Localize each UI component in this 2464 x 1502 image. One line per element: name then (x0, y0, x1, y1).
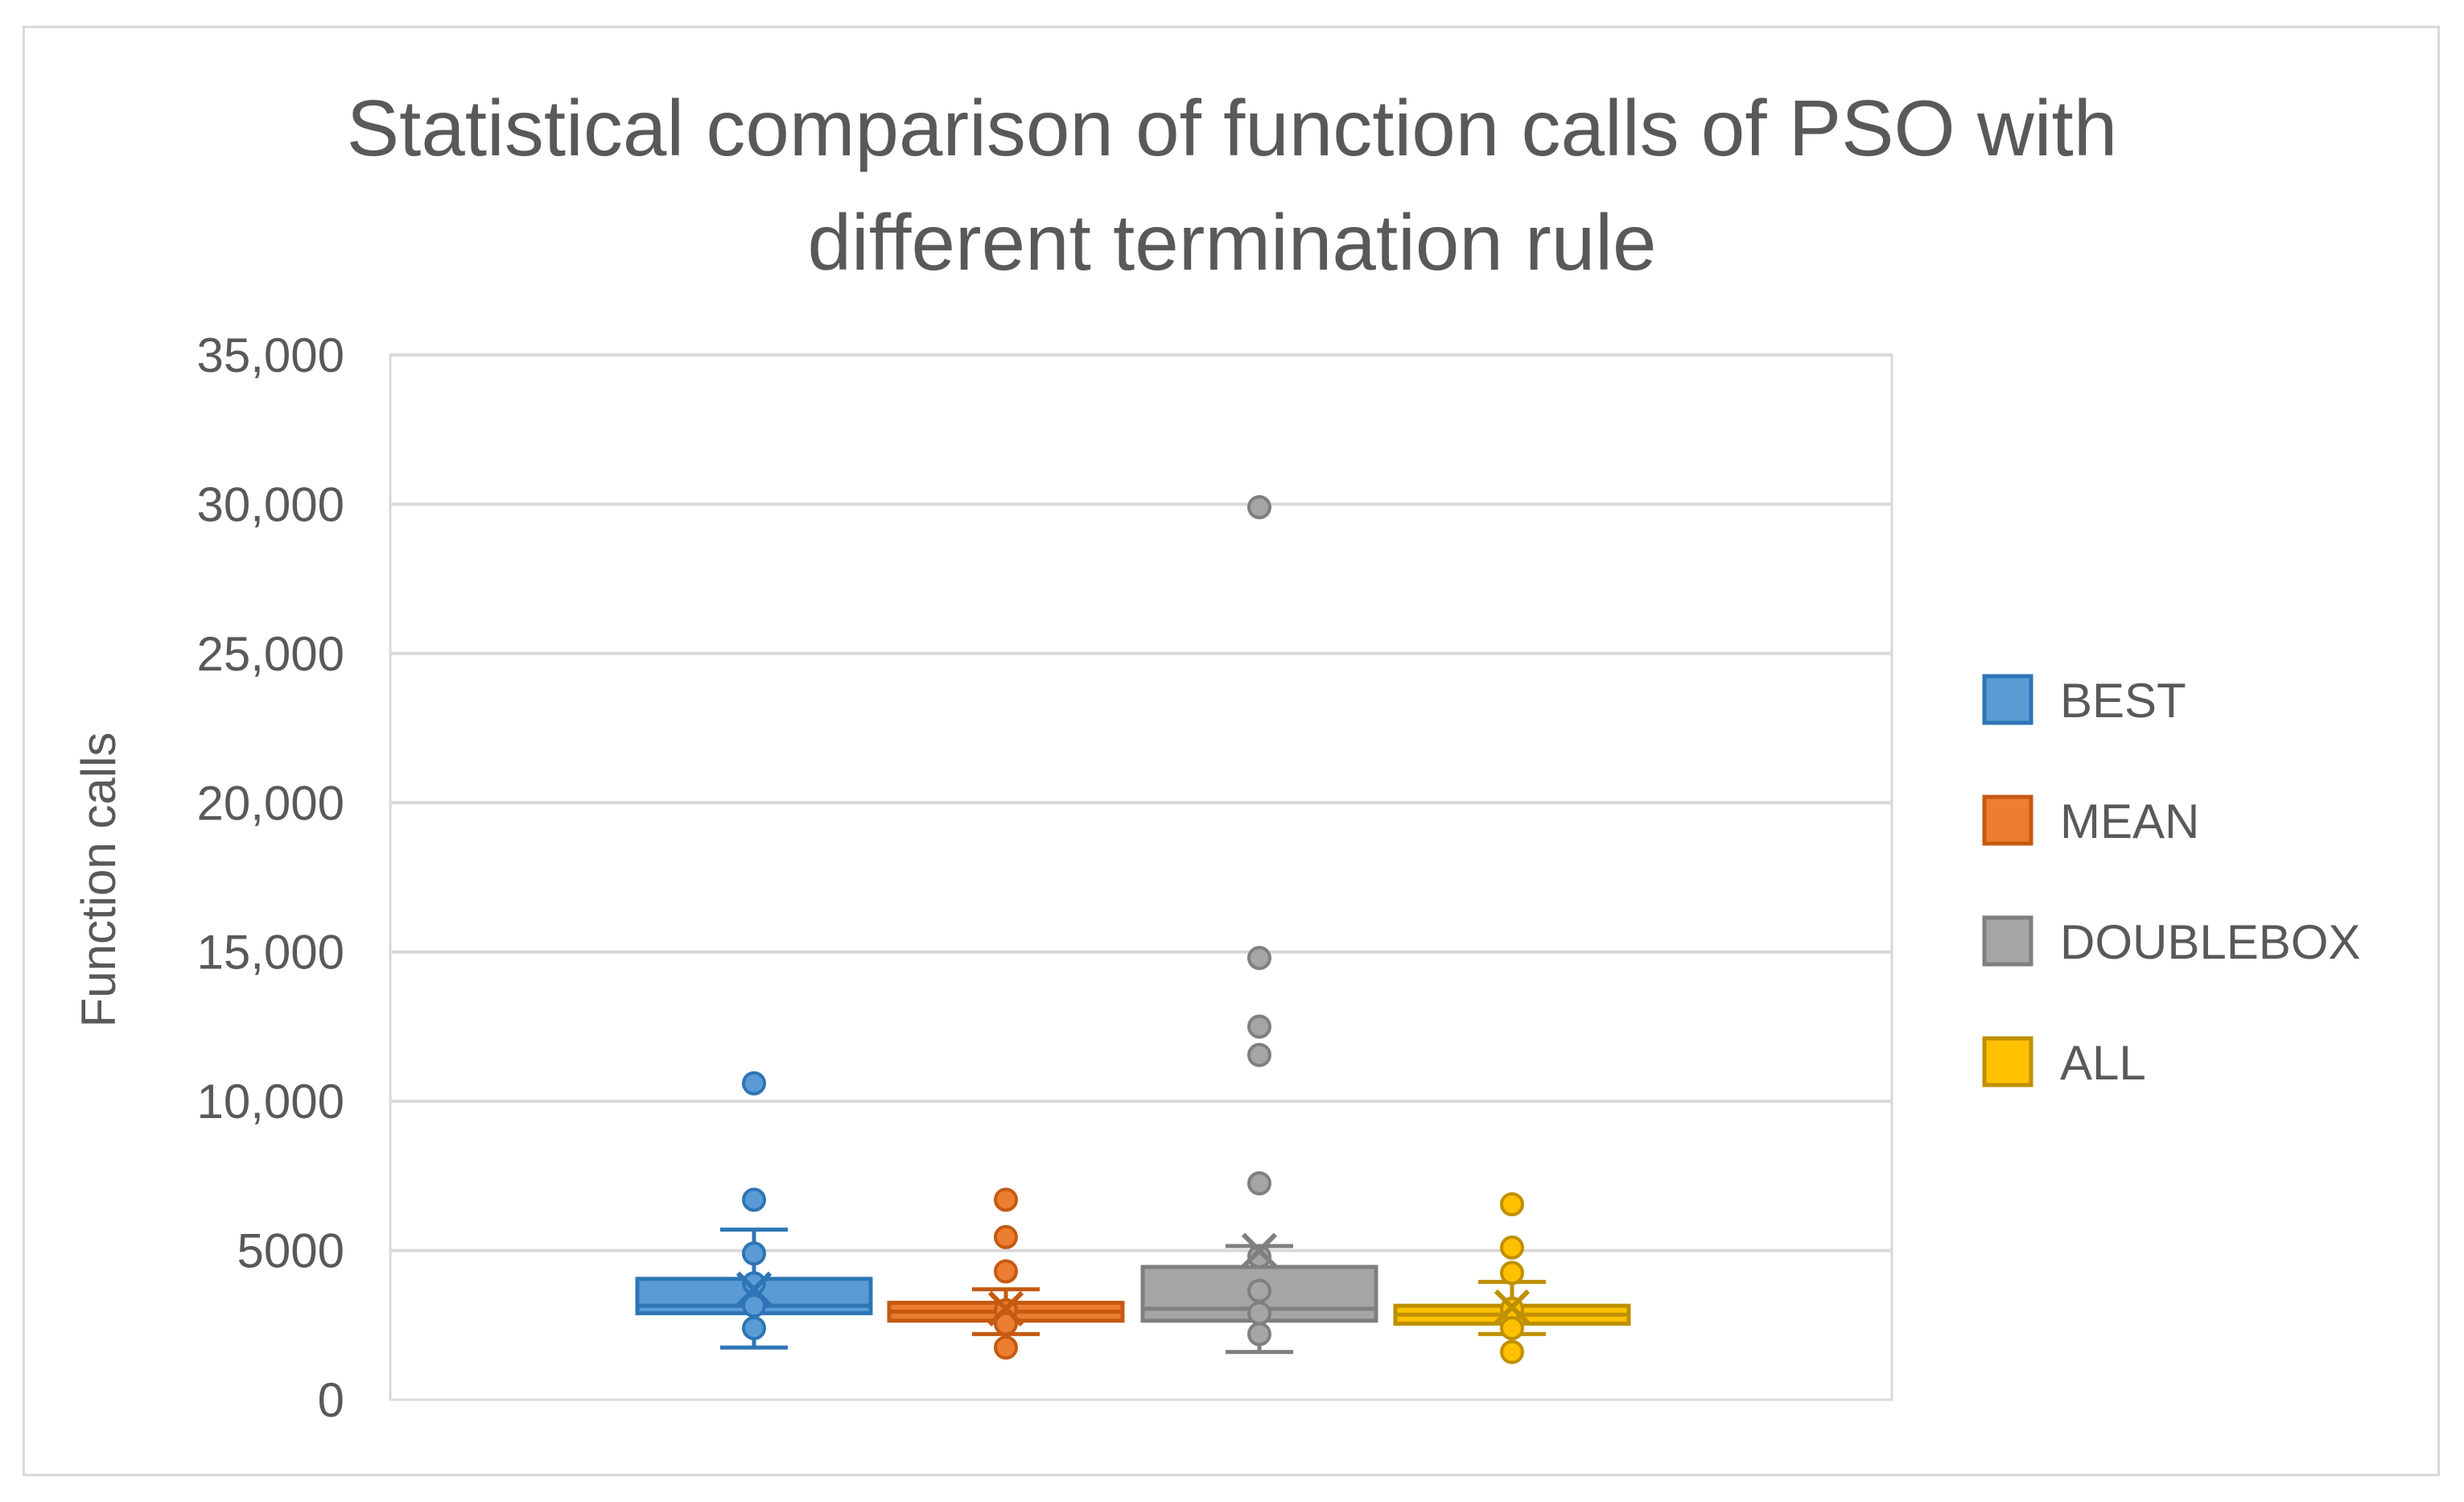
data-point (1247, 495, 1271, 520)
data-point (1500, 1261, 1524, 1285)
data-point (994, 1259, 1018, 1284)
legend-swatch (1982, 1036, 2033, 1087)
data-point (1500, 1315, 1524, 1340)
y-tick-label: 10,000 (196, 1075, 344, 1129)
mean-marker (1241, 1232, 1278, 1269)
y-tick-label: 15,000 (196, 926, 344, 980)
y-tick-label: 20,000 (196, 776, 344, 830)
data-point (1247, 1322, 1271, 1347)
y-tick-label: 25,000 (196, 627, 344, 681)
legend-label: MEAN (2060, 794, 2199, 848)
data-point (1247, 1301, 1271, 1326)
data-point (994, 1224, 1018, 1249)
data-point (994, 1311, 1018, 1336)
y-axis-label: Function calls (72, 732, 126, 1028)
legend: BEST MEAN DOUBLEBOX ALL (1982, 674, 2360, 1090)
legend-item-all: ALL (1982, 1036, 2146, 1090)
data-point (994, 1335, 1018, 1360)
data-point (742, 1241, 766, 1266)
legend-item-mean: MEAN (1982, 794, 2199, 848)
data-point (742, 1187, 766, 1212)
box-all (1393, 1192, 1631, 1364)
y-tick-label: 5000 (237, 1224, 344, 1278)
y-tick-label: 30,000 (196, 477, 344, 531)
legend-swatch (1982, 794, 2033, 846)
box-mean (887, 1187, 1125, 1360)
data-point (742, 1071, 766, 1096)
data-point (1247, 1171, 1271, 1196)
data-point (1247, 1014, 1271, 1039)
gridlines (390, 353, 1892, 1252)
box-best (635, 1071, 873, 1350)
legend-item-best: BEST (1982, 674, 2186, 728)
data-point (1500, 1339, 1524, 1364)
data-point (1247, 946, 1271, 971)
data-point (1247, 1244, 1271, 1269)
y-tick-label: 0 (318, 1373, 344, 1427)
legend-item-doublebox: DOUBLEBOX (1982, 915, 2360, 969)
data-point (742, 1315, 766, 1340)
mean-marker (1494, 1289, 1531, 1326)
legend-swatch (1982, 915, 2033, 967)
data-point (1500, 1192, 1524, 1217)
legend-swatch (1982, 674, 2033, 725)
mean-marker (987, 1290, 1024, 1327)
data-point (994, 1187, 1018, 1212)
chart-frame (23, 26, 2440, 1476)
legend-label: BEST (2060, 674, 2186, 728)
box-doublebox (1140, 495, 1378, 1355)
legend-label: DOUBLEBOX (2060, 915, 2360, 969)
data-point (1247, 1278, 1271, 1303)
mean-marker (735, 1271, 773, 1307)
y-tick-label: 35,000 (196, 328, 344, 382)
data-point (1500, 1235, 1524, 1260)
legend-label: ALL (2060, 1036, 2146, 1090)
plot-area-border (389, 353, 1893, 1401)
box-plots (635, 495, 1631, 1364)
data-point (1247, 1042, 1271, 1067)
y-axis-ticks: 0 5000 10,000 15,000 20,000 25,000 30,000 35,00… (196, 328, 344, 1427)
chart-title: Statistical comparison of function calls… (346, 84, 2118, 287)
